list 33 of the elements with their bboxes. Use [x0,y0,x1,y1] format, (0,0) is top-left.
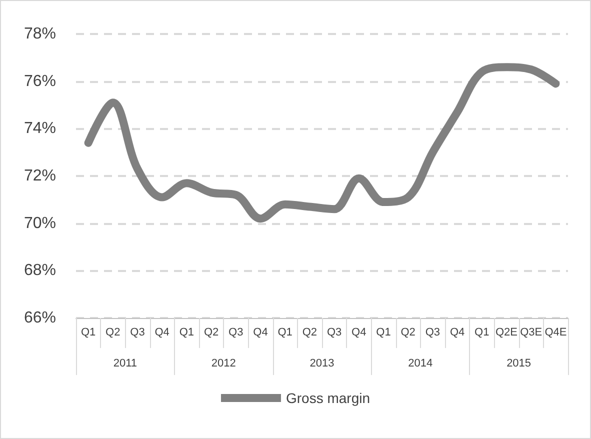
y-tick-label: 66% [24,310,56,326]
x-tick-label: Q4 [253,326,268,338]
x-tick-label: Q2E [495,326,518,338]
y-tick-label: 70% [24,214,56,232]
x-tick-label: Q3 [326,326,342,338]
x-tick-label: Q1 [474,326,490,338]
x-tick-label: Q4E [544,326,567,338]
y-tick-label: 74% [24,120,56,138]
x-tick-label: Q4 [450,326,465,338]
x-tick-label: Q2 [400,326,416,338]
x-tick-label: Q2 [302,326,318,338]
text: 2012 [211,358,236,370]
text: 2014 [408,358,433,370]
x-tick-label: Q3 [228,326,244,338]
x-tick-label: Q3 [130,326,145,338]
y-tick-label: 78% [24,26,56,42]
text: 2015 [506,358,532,370]
x-tick-label: Q1 [278,326,292,338]
x-tick-label: Q2 [204,326,219,338]
text: 2013 [310,358,334,370]
x-tick-label: Q3E [520,326,542,338]
x-tick-label: Q3 [425,326,440,338]
x-tick-label: Q1 [179,326,194,338]
x-tick-label: Q4 [154,326,170,338]
text: 2011 [113,358,138,370]
y-tick-label: 76% [24,72,56,90]
x-tick-label: Q1 [376,326,391,338]
y-tick-label: 72% [24,168,56,184]
x-tick-label: Q2 [106,326,120,338]
x-tick-label: Q1 [80,326,96,338]
x-tick-label: Q4 [352,326,366,338]
legend-label: Gross margin [286,390,370,406]
y-tick-label: 68% [24,262,56,280]
